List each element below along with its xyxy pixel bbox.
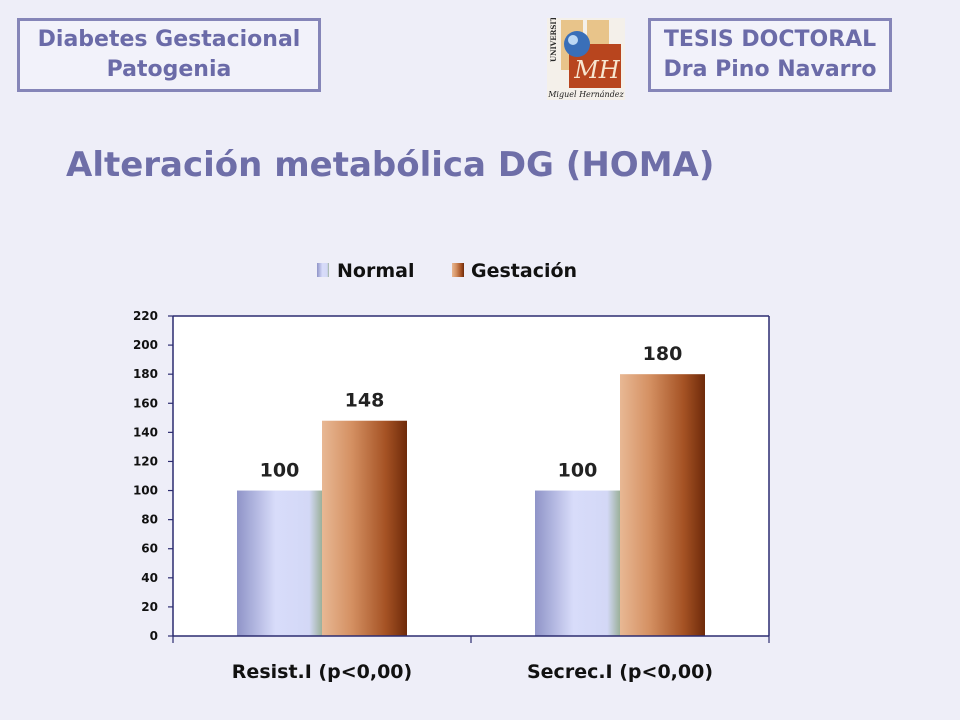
data-label: 100	[260, 460, 300, 482]
logo-vertical-text: UNIVERSITAS	[549, 18, 558, 62]
y-tick-label: 180	[133, 367, 158, 381]
bar-normal	[237, 490, 322, 636]
header-thesis-box: TESIS DOCTORAL Dra Pino Navarro	[648, 18, 892, 92]
y-tick-label: 0	[150, 629, 158, 643]
bar-gestacion	[322, 420, 407, 636]
legend-label: Normal	[337, 260, 414, 282]
data-label: 180	[643, 343, 683, 365]
header-topic-line2: Patogenia	[106, 57, 232, 82]
y-tick-label: 160	[133, 396, 158, 410]
data-label: 148	[345, 390, 385, 412]
header-topic-box: Diabetes Gestacional Patogenia	[17, 18, 321, 92]
y-tick-label: 80	[141, 513, 158, 527]
data-label: 100	[558, 460, 598, 482]
header-thesis-line1: TESIS DOCTORAL	[663, 27, 877, 52]
logo-monogram: MH	[573, 56, 621, 84]
header-topic-line1: Diabetes Gestacional	[37, 27, 301, 52]
y-tick-label: 120	[133, 454, 158, 468]
category-label: Resist.I (p<0,00)	[232, 661, 412, 683]
y-tick-label: 220	[133, 309, 158, 323]
legend-swatch-normal	[317, 263, 329, 277]
category-label: Secrec.I (p<0,00)	[527, 661, 713, 683]
bar-gestacion	[620, 374, 705, 636]
y-tick-label: 40	[141, 571, 158, 585]
y-tick-label: 60	[141, 542, 158, 556]
y-tick-label: 140	[133, 425, 158, 439]
university-logo: UNIVERSITAS MH Miguel Hernández	[547, 18, 625, 100]
bar-normal	[535, 490, 620, 636]
chart-legend: Normal Gestación	[317, 260, 577, 282]
y-tick-label: 200	[133, 338, 158, 352]
legend-label: Gestación	[471, 260, 577, 282]
header-thesis-line2: Dra Pino Navarro	[663, 57, 877, 82]
logo-caption: Miguel Hernández	[547, 90, 624, 99]
legend-swatch-gestacion	[452, 263, 464, 277]
slide-title: Alteración metabólica DG (HOMA)	[66, 145, 715, 185]
y-tick-label: 20	[141, 600, 158, 614]
y-tick-label: 100	[133, 484, 158, 498]
